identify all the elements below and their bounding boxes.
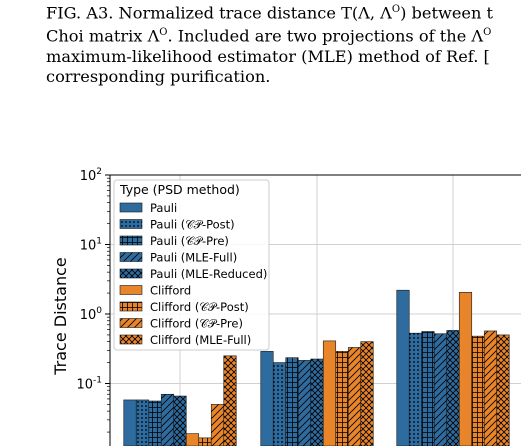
bar-hatch xyxy=(310,359,324,446)
caption-line-2: Choi matrix ΛO. Included are two project… xyxy=(46,26,492,46)
bar xyxy=(260,351,274,446)
bar-hatch xyxy=(161,394,174,446)
bar-hatch xyxy=(223,355,237,446)
legend-swatch-hatch xyxy=(120,302,142,311)
legend-entry-label: Clifford (𝒞𝒫-Post) xyxy=(150,300,249,314)
y-axis-label: Trace Distance xyxy=(51,257,70,376)
caption-line-1: FIG. A3. Normalized trace distance T(Λ, … xyxy=(46,3,494,23)
legend-entry-label: Clifford (MLE-Full) xyxy=(150,333,251,347)
legend-swatch-hatch xyxy=(120,335,142,344)
bar-hatch xyxy=(409,333,422,446)
caption-line-4: corresponding purification. xyxy=(46,66,271,86)
bar-hatch xyxy=(484,330,497,446)
legend-entry-label: Pauli (𝒞𝒫-Post) xyxy=(150,218,235,232)
bar-hatch xyxy=(348,347,361,446)
legend-swatch-hatch xyxy=(120,252,142,262)
bar xyxy=(396,289,410,446)
bar xyxy=(458,292,473,446)
legend-entry-label: Pauli (𝒞𝒫-Pre) xyxy=(150,234,229,248)
bar-hatch xyxy=(273,362,286,446)
bar-hatch xyxy=(148,401,162,446)
bar-hatch xyxy=(434,333,447,446)
bar xyxy=(123,399,137,446)
y-tick-label: 102 xyxy=(80,167,102,184)
legend-title: Type (PSD method) xyxy=(119,182,240,197)
bar-hatch xyxy=(136,399,149,446)
bar-hatch xyxy=(198,437,212,446)
bars-layer xyxy=(123,289,510,446)
legend-frame xyxy=(113,179,270,351)
bar xyxy=(322,340,337,446)
bar-hatch xyxy=(360,341,374,446)
bar-hatch xyxy=(211,404,224,446)
y-tick-label: 101 xyxy=(80,237,102,254)
legend-swatch-hatch xyxy=(120,236,142,245)
figure-caption: FIG. A3. Normalized trace distance T(Λ, … xyxy=(46,0,521,87)
caption-line-3: maximum-likelihood estimator (MLE) metho… xyxy=(46,46,490,66)
legend: Type (PSD method) Pauli Pauli (𝒞𝒫-Post) Pau… xyxy=(113,179,270,351)
bar-hatch xyxy=(496,334,510,446)
legend-swatch-hatch xyxy=(120,318,142,328)
legend-entry-label: Clifford xyxy=(150,284,191,298)
legend-entry-label: Pauli xyxy=(150,201,177,215)
legend-entry-label: Clifford (𝒞𝒫-Pre) xyxy=(150,317,243,331)
legend-swatch-hatch xyxy=(120,269,142,278)
y-tick-label: 100 xyxy=(80,306,103,323)
bar xyxy=(185,433,200,446)
bar-hatch xyxy=(298,360,311,446)
bar-hatch xyxy=(471,336,485,446)
bar-hatch xyxy=(173,396,187,446)
axes-layer: 102 101 100 10-1 xyxy=(76,167,521,446)
bar-hatch xyxy=(285,357,299,446)
y-tick-label: 10-1 xyxy=(76,376,102,393)
legend-swatch xyxy=(119,285,143,295)
legend-swatch-hatch xyxy=(120,219,142,229)
bar-hatch xyxy=(446,330,460,446)
bar-hatch xyxy=(421,331,435,446)
legend-entry-label: Pauli (MLE-Full) xyxy=(150,251,237,265)
legend-swatch xyxy=(119,202,143,213)
legend-entry-label: Pauli (MLE-Reduced) xyxy=(150,267,267,281)
bar-hatch xyxy=(335,351,349,446)
